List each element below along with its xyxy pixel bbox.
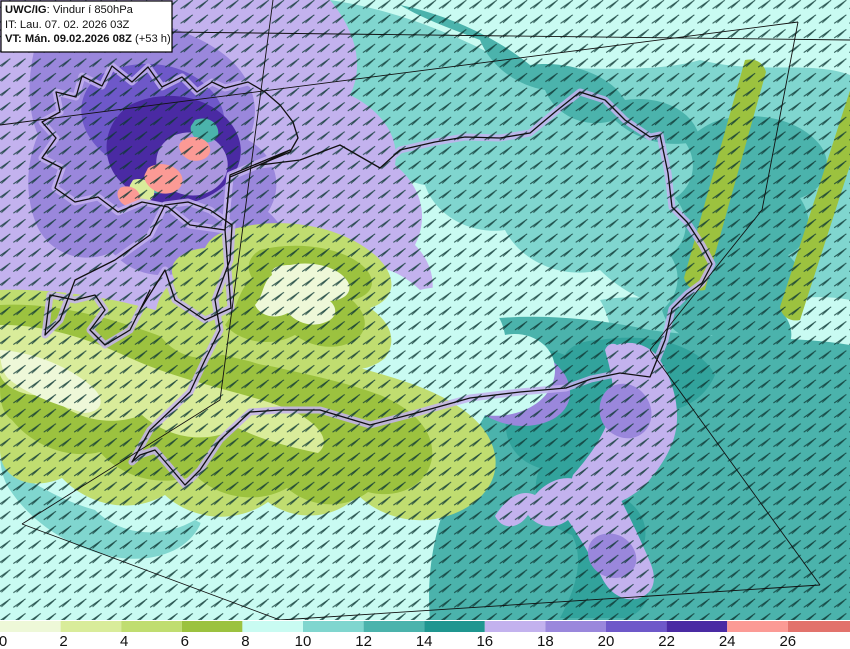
svg-text:26: 26 [779, 633, 796, 649]
svg-text:18: 18 [537, 633, 554, 649]
svg-text:10: 10 [295, 633, 312, 649]
svg-text:22: 22 [658, 633, 675, 649]
svg-text:14: 14 [416, 633, 433, 649]
svg-text:4: 4 [120, 633, 128, 649]
svg-text:16: 16 [476, 633, 493, 649]
svg-text:12: 12 [355, 633, 372, 649]
svg-text:20: 20 [598, 633, 615, 649]
svg-text:2: 2 [59, 633, 67, 649]
svg-text:0: 0 [0, 633, 7, 649]
svg-text:6: 6 [181, 633, 189, 649]
svg-text:8: 8 [241, 633, 249, 649]
svg-text:24: 24 [719, 633, 736, 649]
